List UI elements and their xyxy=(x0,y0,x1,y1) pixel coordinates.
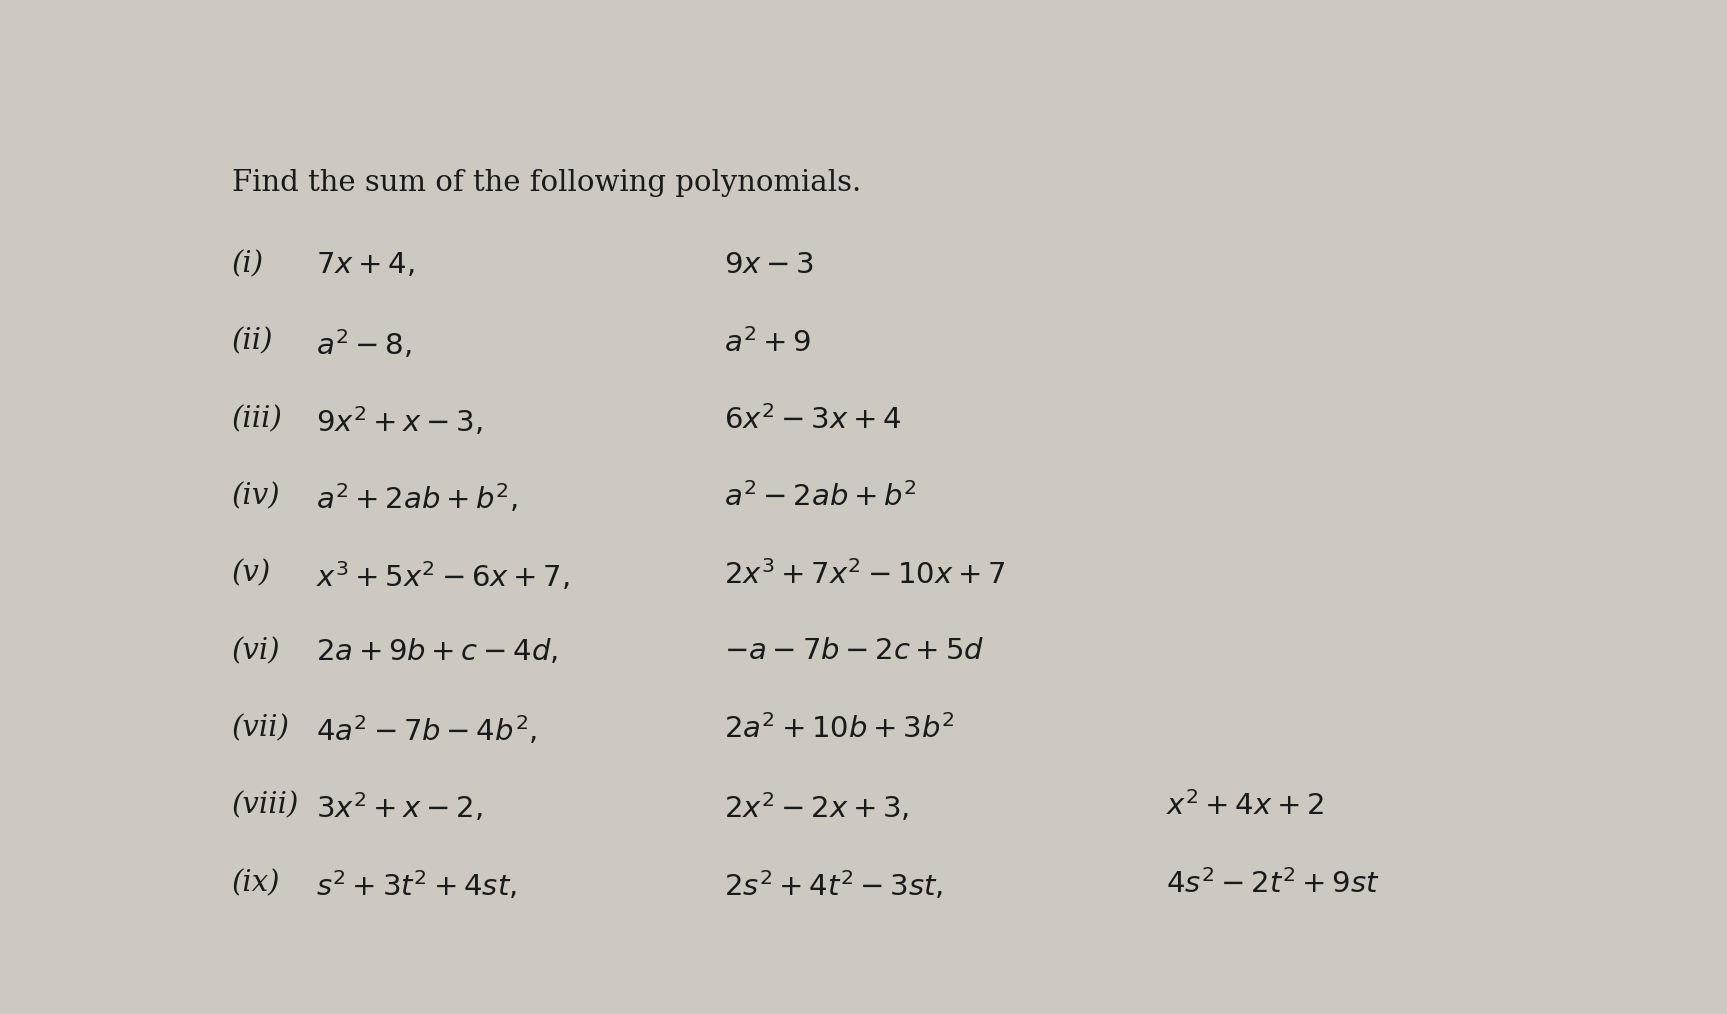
Text: $a^2 + 2ab + b^2,$: $a^2 + 2ab + b^2,$ xyxy=(316,483,518,515)
Text: Find the sum of the following polynomials.: Find the sum of the following polynomial… xyxy=(231,168,862,197)
Text: $3x^2 + x - 2,$: $3x^2 + x - 2,$ xyxy=(316,792,484,824)
Text: $2s^2 + 4t^2 - 3st,$: $2s^2 + 4t^2 - 3st,$ xyxy=(725,869,945,901)
Text: (ii): (ii) xyxy=(231,328,273,356)
Text: $2x^2 - 2x + 3,$: $2x^2 - 2x + 3,$ xyxy=(725,792,910,824)
Text: $9x^2 + x - 3,$: $9x^2 + x - 3,$ xyxy=(316,406,484,438)
Text: $4s^2 - 2t^2 + 9st$: $4s^2 - 2t^2 + 9st$ xyxy=(1166,869,1380,898)
Text: $2a^2 + 10b + 3b^2$: $2a^2 + 10b + 3b^2$ xyxy=(725,714,955,744)
Text: $2a + 9b + c - 4d,$: $2a + 9b + c - 4d,$ xyxy=(316,637,558,666)
Text: $7x + 4,$: $7x + 4,$ xyxy=(316,250,414,279)
Text: (i): (i) xyxy=(231,250,264,279)
Text: (vii): (vii) xyxy=(231,714,290,742)
Text: $s^2 + 3t^2 + 4st,$: $s^2 + 3t^2 + 4st,$ xyxy=(316,869,516,901)
Text: (iii): (iii) xyxy=(231,406,283,433)
Text: $4a^2 - 7b - 4b^2,$: $4a^2 - 7b - 4b^2,$ xyxy=(316,714,537,747)
Text: (v): (v) xyxy=(231,560,271,588)
Text: (vi): (vi) xyxy=(231,637,280,665)
Text: $a^2 - 8,$: $a^2 - 8,$ xyxy=(316,328,411,361)
Text: $x^3 + 5x^2 - 6x + 7,$: $x^3 + 5x^2 - 6x + 7,$ xyxy=(316,560,570,592)
Text: (ix): (ix) xyxy=(231,869,280,897)
Text: (iv): (iv) xyxy=(231,483,280,510)
Text: $9x - 3$: $9x - 3$ xyxy=(725,250,813,279)
Text: $2x^3 + 7x^2 - 10x + 7$: $2x^3 + 7x^2 - 10x + 7$ xyxy=(725,560,1005,589)
Text: $-a - 7b - 2c + 5d$: $-a - 7b - 2c + 5d$ xyxy=(725,637,984,665)
Text: $a^2 + 9$: $a^2 + 9$ xyxy=(725,328,812,358)
Text: (viii): (viii) xyxy=(231,792,299,819)
Text: $6x^2 - 3x + 4$: $6x^2 - 3x + 4$ xyxy=(725,406,901,435)
Text: $a^2 - 2ab + b^2$: $a^2 - 2ab + b^2$ xyxy=(725,483,917,512)
Text: $x^2 + 4x + 2$: $x^2 + 4x + 2$ xyxy=(1166,792,1325,821)
